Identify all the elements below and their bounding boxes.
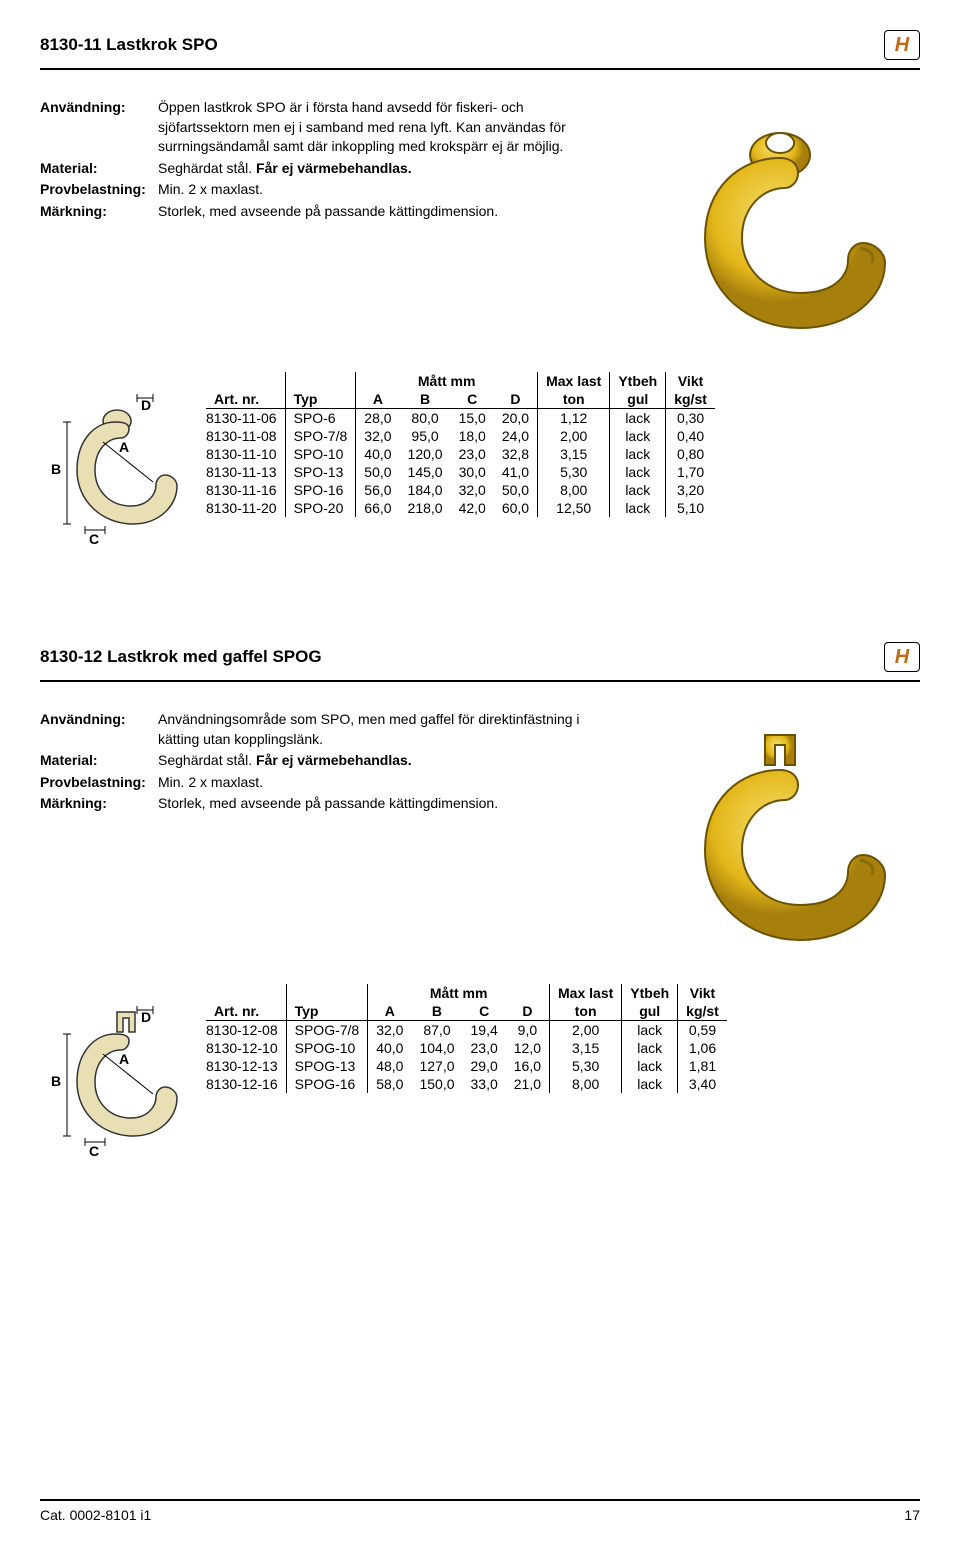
svg-text:C: C <box>89 531 99 547</box>
definition-label: Provbelastning: <box>40 180 158 200</box>
definition-row: Användning: Öppen lastkrok SPO är i förs… <box>40 98 618 157</box>
svg-text:D: D <box>141 1009 151 1025</box>
table-row: 8130-11-16SPO-1656,0184,032,050,08,00lac… <box>206 481 715 499</box>
definition-value: Användningsområde som SPO, men med gaffe… <box>158 710 618 749</box>
definition-label: Märkning: <box>40 202 158 222</box>
svg-text:B: B <box>51 1073 61 1089</box>
definition-value: Seghärdat stål. Får ej värmebehandlas. <box>158 751 618 771</box>
table-row: 8130-11-08SPO-7/832,095,018,024,02,00lac… <box>206 427 715 445</box>
definition-value: Min. 2 x maxlast. <box>158 180 618 200</box>
table-row: 8130-11-10SPO-1040,0120,023,032,83,15lac… <box>206 445 715 463</box>
definition-value: Seghärdat stål. Får ej värmebehandlas. <box>158 159 618 179</box>
definition-value: Storlek, med avseende på passande kättin… <box>158 794 618 814</box>
dimension-diagram: A B C D <box>40 372 190 552</box>
definition-label: Provbelastning: <box>40 773 158 793</box>
product-image <box>640 98 920 348</box>
footer-left: Cat. 0002-8101 i1 <box>40 1507 151 1523</box>
dimension-diagram: A B C D <box>40 984 190 1164</box>
definition-value: Storlek, med avseende på passande kättin… <box>158 202 618 222</box>
table-row: 8130-11-20SPO-2066,0218,042,060,012,50la… <box>206 499 715 517</box>
svg-text:D: D <box>141 397 151 413</box>
definition-label: Material: <box>40 751 158 771</box>
brand-icon: H <box>884 30 920 60</box>
section-title: 8130-12 Lastkrok med gaffel SPOG <box>40 647 322 667</box>
definition-row: Användning: Användningsområde som SPO, m… <box>40 710 618 749</box>
definition-value: Öppen lastkrok SPO är i första hand avse… <box>158 98 618 157</box>
definition-label: Material: <box>40 159 158 179</box>
definition-label: Märkning: <box>40 794 158 814</box>
spec-table: Mått mmMax lastYtbehViktArt. nr.TypABCDt… <box>206 372 715 517</box>
definition-row: Material: Seghärdat stål. Får ej värmebe… <box>40 159 618 179</box>
product-image <box>640 710 920 960</box>
definition-row: Märkning: Storlek, med avseende på passa… <box>40 794 618 814</box>
svg-text:C: C <box>89 1143 99 1159</box>
definition-label: Användning: <box>40 98 158 157</box>
table-row: 8130-12-10SPOG-1040,0104,023,012,03,15la… <box>206 1039 727 1057</box>
definition-row: Märkning: Storlek, med avseende på passa… <box>40 202 618 222</box>
table-row: 8130-12-08SPOG-7/832,087,019,49,02,00lac… <box>206 1021 727 1040</box>
brand-icon: H <box>884 642 920 672</box>
table-row: 8130-11-06SPO-628,080,015,020,01,12lack0… <box>206 409 715 428</box>
definition-row: Provbelastning: Min. 2 x maxlast. <box>40 180 618 200</box>
definition-row: Provbelastning: Min. 2 x maxlast. <box>40 773 618 793</box>
section-title: 8130-11 Lastkrok SPO <box>40 35 218 55</box>
table-row: 8130-12-16SPOG-1658,0150,033,021,08,00la… <box>206 1075 727 1093</box>
svg-text:A: A <box>119 439 129 455</box>
table-row: 8130-11-13SPO-1350,0145,030,041,05,30lac… <box>206 463 715 481</box>
svg-text:B: B <box>51 461 61 477</box>
definition-label: Användning: <box>40 710 158 749</box>
svg-text:A: A <box>119 1051 129 1067</box>
footer-page: 17 <box>904 1507 920 1523</box>
table-row: 8130-12-13SPOG-1348,0127,029,016,05,30la… <box>206 1057 727 1075</box>
spec-table: Mått mmMax lastYtbehViktArt. nr.TypABCDt… <box>206 984 727 1093</box>
definition-row: Material: Seghärdat stål. Får ej värmebe… <box>40 751 618 771</box>
definition-value: Min. 2 x maxlast. <box>158 773 618 793</box>
